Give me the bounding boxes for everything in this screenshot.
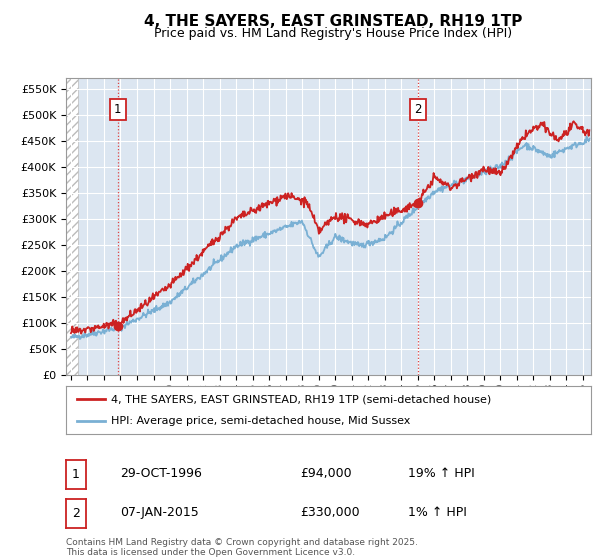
Text: 1: 1: [72, 468, 80, 481]
Text: Price paid vs. HM Land Registry's House Price Index (HPI): Price paid vs. HM Land Registry's House …: [154, 27, 512, 40]
Text: 29-OCT-1996: 29-OCT-1996: [120, 466, 202, 480]
Text: 07-JAN-2015: 07-JAN-2015: [120, 506, 199, 519]
Text: £94,000: £94,000: [300, 466, 352, 480]
Text: 2: 2: [72, 507, 80, 520]
Text: 19% ↑ HPI: 19% ↑ HPI: [408, 466, 475, 480]
Text: 4, THE SAYERS, EAST GRINSTEAD, RH19 1TP: 4, THE SAYERS, EAST GRINSTEAD, RH19 1TP: [144, 14, 522, 29]
Text: 1% ↑ HPI: 1% ↑ HPI: [408, 506, 467, 519]
Text: HPI: Average price, semi-detached house, Mid Sussex: HPI: Average price, semi-detached house,…: [110, 416, 410, 426]
Polygon shape: [66, 78, 79, 375]
Text: 2: 2: [415, 103, 422, 116]
Text: 4, THE SAYERS, EAST GRINSTEAD, RH19 1TP (semi-detached house): 4, THE SAYERS, EAST GRINSTEAD, RH19 1TP …: [110, 394, 491, 404]
Text: Contains HM Land Registry data © Crown copyright and database right 2025.
This d: Contains HM Land Registry data © Crown c…: [66, 538, 418, 557]
Text: 1: 1: [114, 103, 121, 116]
Text: £330,000: £330,000: [300, 506, 359, 519]
